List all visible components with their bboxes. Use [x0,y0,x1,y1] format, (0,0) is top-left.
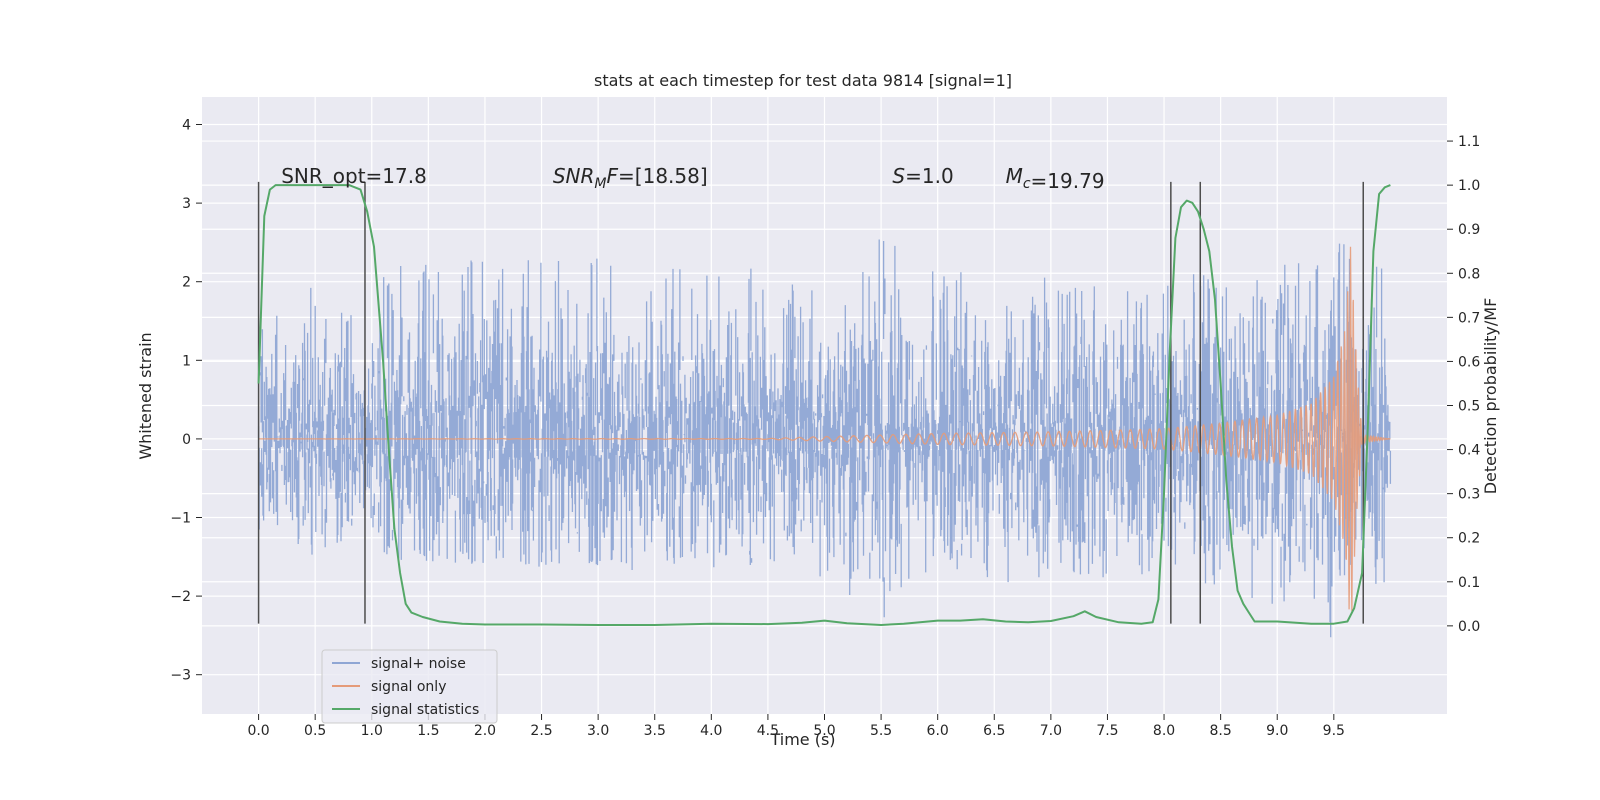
x-tick-label: 7.0 [1040,723,1062,739]
y-right-tick-label: 0.4 [1458,443,1480,459]
x-tick-label: 3.5 [644,723,666,739]
x-axis-title: Time (s) [769,730,835,749]
y-axis-right-ticks: 0.0 0.1 0.2 0.3 0.4 0.5 0.6 0.7 0.8 0.9 1.0 1.1 [1447,134,1480,635]
x-tick-label: 9.0 [1266,723,1288,739]
x-tick-label: 8.5 [1210,723,1232,739]
x-tick-label: 6.5 [983,723,1005,739]
y-left-tick-label: 0 [182,432,191,448]
x-tick-label: 7.5 [1096,723,1118,739]
y-right-tick-label: 0.5 [1458,399,1480,415]
y-left-tick-label: −2 [170,589,191,605]
y-left-tick-label: 1 [182,353,191,369]
x-tick-label: 1.5 [417,723,439,739]
signal-only-line [258,246,1391,612]
signal-statistics-series [257,184,1391,626]
x-tick-label: 0.0 [247,723,269,739]
y-left-tick-label: 3 [182,196,191,212]
x-tick-label: 4.5 [757,723,779,739]
y-left-tick-label: −1 [170,511,191,527]
y-right-tick-label: 0.8 [1458,266,1480,282]
legend-label-signal-noise: signal+ noise [371,656,466,672]
y-axis-left-ticks: −3 −2 −1 0 1 2 3 4 [170,118,202,684]
y-axis-left-title: Whitened strain [136,332,155,459]
x-tick-label: 3.0 [587,723,609,739]
y-left-tick-label: 4 [182,118,191,134]
x-axis-ticks: 0.0 0.5 1.0 1.5 2.0 2.5 3.0 3.5 4.0 4.5 5.0 5.5 6.0 6… [247,714,1345,739]
annotations: SNR_opt=17.8 SNRMF=[18.58] S=1.0 Mc=19.79 [281,164,1104,193]
legend-label-signal-statistics: signal statistics [371,702,479,718]
y-right-tick-label: 1.0 [1458,178,1480,194]
x-tick-label: 9.5 [1323,723,1345,739]
x-tick-label: 5.5 [870,723,892,739]
y-left-tick-label: 2 [182,275,191,291]
x-tick-label: 4.0 [700,723,722,739]
y-right-tick-label: 0.6 [1458,354,1480,370]
x-tick-label: 5.0 [813,723,835,739]
x-tick-label: 2.0 [474,723,496,739]
legend-box [321,649,498,724]
y-right-tick-label: 0.2 [1458,531,1480,547]
annotation: SNRMF=[18.58] [553,164,708,192]
x-tick-label: 6.0 [927,723,949,739]
y-right-tick-label: 0.7 [1458,310,1480,326]
x-tick-label: 0.5 [304,723,326,739]
signal-only-series [258,246,1391,612]
y-left-tick-label: −3 [170,668,191,684]
x-tick-label: 2.5 [530,723,552,739]
x-tick-label: 8.0 [1153,723,1175,739]
legend: signal+ noise signal only signal statist… [321,649,498,724]
y-right-tick-label: 0.0 [1458,619,1480,635]
y-right-tick-label: 0.1 [1458,575,1480,591]
legend-label-signal-only: signal only [371,679,446,695]
y-right-tick-label: 0.3 [1458,487,1480,503]
signal-statistics-line [257,184,1391,626]
y-right-tick-label: 1.1 [1458,134,1480,150]
annotation: Mc=19.79 [1006,164,1105,193]
annotation: SNR_opt=17.8 [281,164,427,188]
annotation: S=1.0 [892,164,953,188]
chart-title: stats at each timestep for test data 981… [594,71,1012,90]
y-right-tick-label: 0.9 [1458,222,1480,238]
y-axis-right-title: Detection probability/MF [1481,298,1500,495]
x-tick-label: 1.0 [361,723,383,739]
